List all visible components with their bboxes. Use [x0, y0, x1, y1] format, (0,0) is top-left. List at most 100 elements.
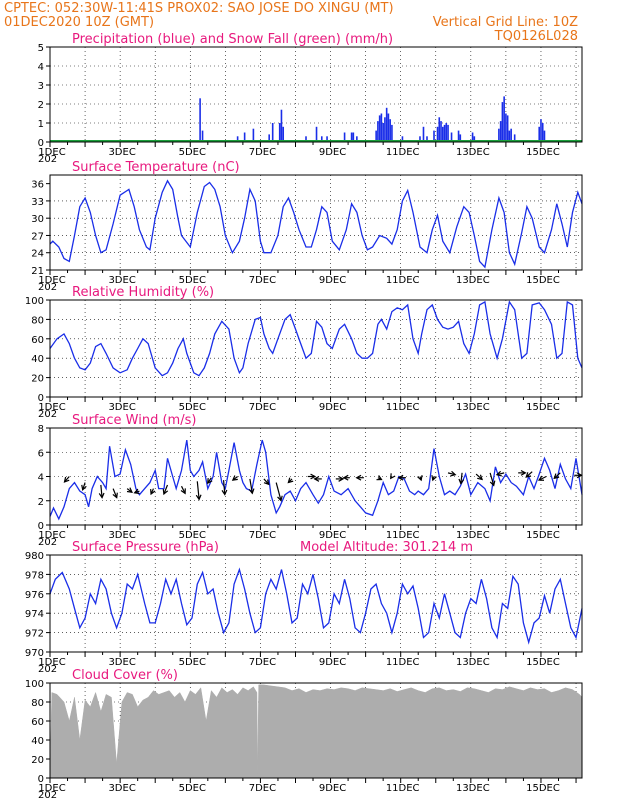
plot-frame-top	[49, 46, 583, 143]
panel-1: 21 24 27 30 33 36 1DEC 3DEC 5DEC 7DEC 9DEC 11DEC 13D…	[31, 160, 583, 293]
precip-bar	[350, 132, 353, 142]
x-year-label: 202	[38, 154, 57, 165]
precip-bar	[375, 130, 377, 142]
wind-arrow-head	[477, 474, 484, 481]
precip-bar	[433, 130, 435, 142]
y-tick-label: 33	[31, 197, 44, 208]
plot-frame-top	[49, 299, 583, 398]
x-tick-label: 9DEC	[319, 147, 346, 158]
precip-bar	[459, 134, 462, 142]
y-tick-label: 3	[38, 81, 44, 92]
wind-arrow-head	[520, 469, 527, 476]
wind-arrow-head	[248, 488, 255, 495]
x-tick-label: 15DEC	[526, 783, 560, 794]
precip-bar	[343, 132, 346, 142]
x-tick-label: 5DEC	[179, 783, 206, 794]
wind-arrow-head	[450, 470, 457, 477]
x-year-label: 202	[38, 537, 57, 548]
wind-arrow	[525, 471, 533, 478]
y-tick-label: 21	[31, 266, 44, 277]
series-line	[49, 567, 583, 645]
x-tick-label: 9DEC	[319, 275, 346, 286]
precip-bar	[510, 128, 512, 142]
y-tick-label: 80	[31, 698, 44, 709]
x-tick-label: 7DEC	[249, 657, 276, 668]
wind-arrow-head	[310, 473, 317, 480]
x-tick-label: 13DEC	[456, 275, 490, 286]
x-year-label: 202	[38, 409, 57, 420]
wind-arrow-head	[98, 492, 105, 499]
panel-title: Cloud Cover (%)	[72, 668, 178, 683]
y-tick-label: 20	[31, 755, 44, 766]
wind-arrow	[538, 475, 547, 481]
precip-bar	[457, 130, 460, 142]
x-tick-label: 5DEC	[179, 275, 206, 286]
precip-bar	[268, 134, 270, 142]
precip-bar	[450, 132, 453, 142]
y-tick-label: 40	[31, 354, 44, 365]
wind-arrow	[112, 488, 118, 498]
y-tick-label: 0	[38, 521, 44, 532]
x-tick-label: 3DEC	[108, 530, 135, 541]
wind-arrow	[249, 478, 253, 494]
x-tick-label: 5DEC	[179, 402, 206, 413]
precip-bar	[401, 136, 404, 142]
panel-title: Surface Pressure (hPa)	[72, 540, 219, 555]
wind-arrow-head	[390, 473, 396, 480]
wind-arrow-head	[207, 478, 213, 485]
panel-title: Surface Temperature (nC)	[72, 160, 240, 175]
precip-bar	[278, 123, 281, 142]
wind-arrow-head	[231, 475, 238, 481]
wind-arrow-head	[576, 472, 583, 479]
y-tick-label: 24	[31, 249, 44, 260]
panel-4: 970 972 974 976 978 980 1DEC 3DEC 5DEC 7DEC 9DEC 11…	[25, 540, 583, 675]
wind-arrow	[180, 485, 186, 494]
precip-bar	[541, 123, 544, 142]
wind-arrow-head	[397, 474, 404, 481]
wind-arrow-head	[221, 489, 228, 496]
y-tick-label: 100	[25, 296, 44, 307]
precip-bar	[471, 132, 474, 142]
x-tick-label: 13DEC	[456, 402, 490, 413]
plot-frame	[49, 174, 583, 271]
y-tick-label: 36	[31, 180, 44, 191]
precip-bar	[201, 130, 204, 142]
precip-bar	[508, 130, 511, 142]
x-tick-label: 11DEC	[386, 657, 420, 668]
plot-frame-top	[49, 682, 583, 779]
header-grid-line: Vertical Grid Line: 10Z	[433, 15, 578, 30]
precip-bar	[387, 113, 390, 142]
x-tick-label: 1DEC	[38, 530, 65, 541]
precip-bar	[315, 126, 318, 142]
precip-bar	[243, 132, 246, 142]
x-tick-label: 15DEC	[526, 275, 560, 286]
precip-bar	[377, 121, 379, 142]
x-tick-label: 9DEC	[319, 402, 346, 413]
x-year-label: 202	[38, 282, 57, 293]
precip-bar	[443, 124, 446, 142]
precip-bar	[236, 136, 239, 142]
y-tick-label: 40	[31, 736, 44, 747]
wind-arrow-head	[342, 474, 349, 481]
panel-title: Precipitation (blue) and Snow Fall (gree…	[72, 32, 393, 47]
wind-arrow-head	[133, 488, 140, 495]
x-tick-label: 5DEC	[179, 530, 206, 541]
series-line	[49, 300, 583, 377]
wind-arrow-head	[180, 488, 186, 495]
x-tick-label: 9DEC	[319, 530, 346, 541]
x-tick-label: 11DEC	[386, 530, 420, 541]
precip-bar	[513, 134, 516, 142]
x-year-label: 202	[38, 790, 57, 800]
wind-arrow-head	[277, 495, 283, 502]
y-tick-label: 972	[25, 629, 44, 640]
series-line	[49, 179, 583, 269]
wind-arrow-head	[431, 475, 437, 482]
precip-bar	[320, 136, 323, 142]
x-tick-label: 13DEC	[456, 147, 490, 158]
wind-arrow-head	[126, 487, 133, 493]
x-tick-label: 15DEC	[526, 147, 560, 158]
wind-arrow	[553, 472, 561, 479]
x-tick-label: 11DEC	[386, 783, 420, 794]
precip-bar	[271, 123, 274, 142]
